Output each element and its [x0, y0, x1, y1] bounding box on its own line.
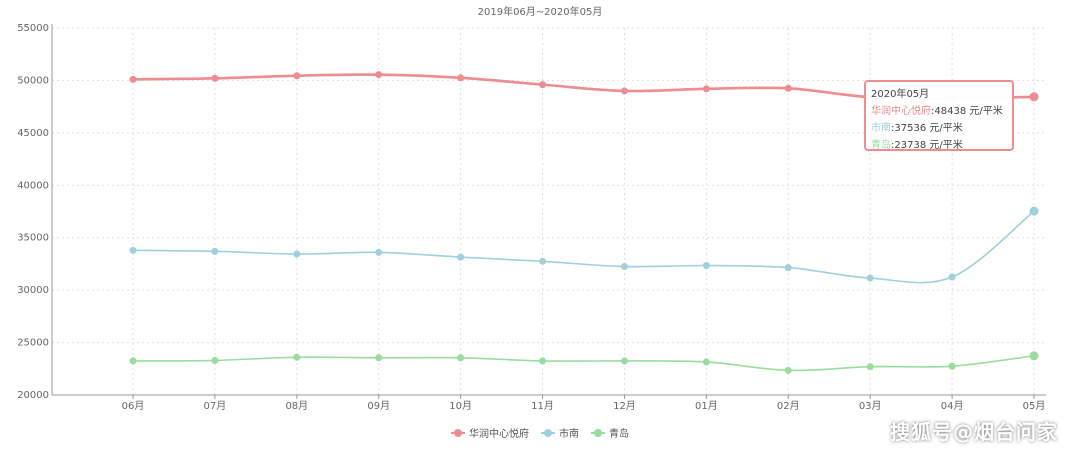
series-point [539, 357, 547, 365]
legend-item-huarun[interactable]: 华润中心悦府 [451, 425, 529, 440]
y-tick-label: 40000 [17, 180, 49, 191]
series-point [539, 81, 547, 89]
x-tick-label: 11月 [531, 400, 554, 412]
y-tick-label: 20000 [17, 390, 49, 401]
x-tick-label: 07月 [204, 400, 227, 412]
series-line [132, 210, 1035, 284]
tooltip-series-name: 青岛 [871, 140, 891, 151]
series-point [375, 71, 383, 79]
series-point [620, 357, 628, 365]
series-point [1029, 351, 1039, 361]
legend-marker-icon [541, 428, 555, 438]
series-point [620, 87, 628, 95]
x-tick-label: 08月 [285, 400, 308, 412]
tooltip-header: 2020年05月 [871, 89, 930, 100]
series-point [457, 354, 465, 362]
series-point [293, 353, 301, 361]
legend-label: 华润中心悦府 [469, 429, 529, 440]
series-point [457, 74, 465, 82]
legend-item-qingdao[interactable]: 青岛 [591, 425, 629, 440]
legend-marker-icon [451, 428, 465, 438]
x-tick-label: 09月 [367, 400, 390, 412]
series-point [1029, 92, 1039, 102]
x-tick-label: 06月 [122, 400, 145, 412]
y-tick-label: 50000 [17, 75, 49, 86]
series-point [866, 274, 874, 282]
tooltip-series-value: :37536 元/平米 [891, 123, 963, 134]
series-point [702, 358, 710, 366]
series-point [539, 257, 547, 265]
series-point [211, 356, 219, 364]
series-point [129, 357, 137, 365]
series-line [132, 355, 1035, 372]
y-tick-label: 25000 [17, 338, 49, 349]
series-point [784, 366, 792, 374]
series-point [129, 75, 137, 83]
tooltip-series-name: 华润中心悦府 [871, 106, 931, 117]
series-point [702, 85, 710, 93]
series-point [375, 354, 383, 362]
y-tick-label: 30000 [17, 285, 49, 296]
series-point [1029, 206, 1039, 216]
x-tick-label: 04月 [941, 400, 964, 412]
series-point [948, 362, 956, 370]
y-tick-label: 45000 [17, 128, 49, 139]
series-point [784, 84, 792, 92]
watermark: 搜狐号@烟台问家 [890, 420, 1058, 444]
tooltip: 2020年05月 华润中心悦府:48438 元/平米 市南:37536 元/平米… [864, 80, 1014, 151]
x-tick-label: 01月 [695, 400, 718, 412]
x-tick-label: 03月 [859, 400, 882, 412]
legend-label: 青岛 [609, 429, 629, 440]
series-point [129, 246, 137, 254]
legend-marker-icon [591, 428, 605, 438]
x-tick-label: 05月 [1023, 400, 1046, 412]
series-point [211, 247, 219, 255]
legend-item-shinan[interactable]: 市南 [541, 425, 579, 440]
tooltip-row-qingdao: 青岛:23738 元/平米 [871, 137, 1007, 154]
series-point [866, 363, 874, 371]
tooltip-row-shinan: 市南:37536 元/平米 [871, 120, 1007, 137]
tooltip-series-value: :23738 元/平米 [891, 140, 963, 151]
series-point [457, 253, 465, 261]
series-point [620, 263, 628, 271]
y-tick-label: 35000 [17, 233, 49, 244]
series-point [375, 248, 383, 256]
series-point [948, 273, 956, 281]
x-tick-label: 12月 [613, 400, 636, 412]
y-tick-label: 55000 [17, 23, 49, 34]
legend-label: 市南 [559, 429, 579, 440]
chart-title: 2019年06月~2020年05月 [478, 5, 603, 18]
x-tick-label: 10月 [449, 400, 472, 412]
x-tick-label: 02月 [777, 400, 800, 412]
series-point [784, 264, 792, 272]
tooltip-row-huarun: 华润中心悦府:48438 元/平米 [871, 103, 1007, 120]
tooltip-series-value: :48438 元/平米 [931, 106, 1003, 117]
tooltip-series-name: 市南 [871, 123, 891, 134]
series-point [293, 72, 301, 80]
series-point [211, 74, 219, 82]
series-point [702, 262, 710, 270]
legend: 华润中心悦府 市南 青岛 [0, 425, 1080, 440]
series-point [293, 250, 301, 258]
